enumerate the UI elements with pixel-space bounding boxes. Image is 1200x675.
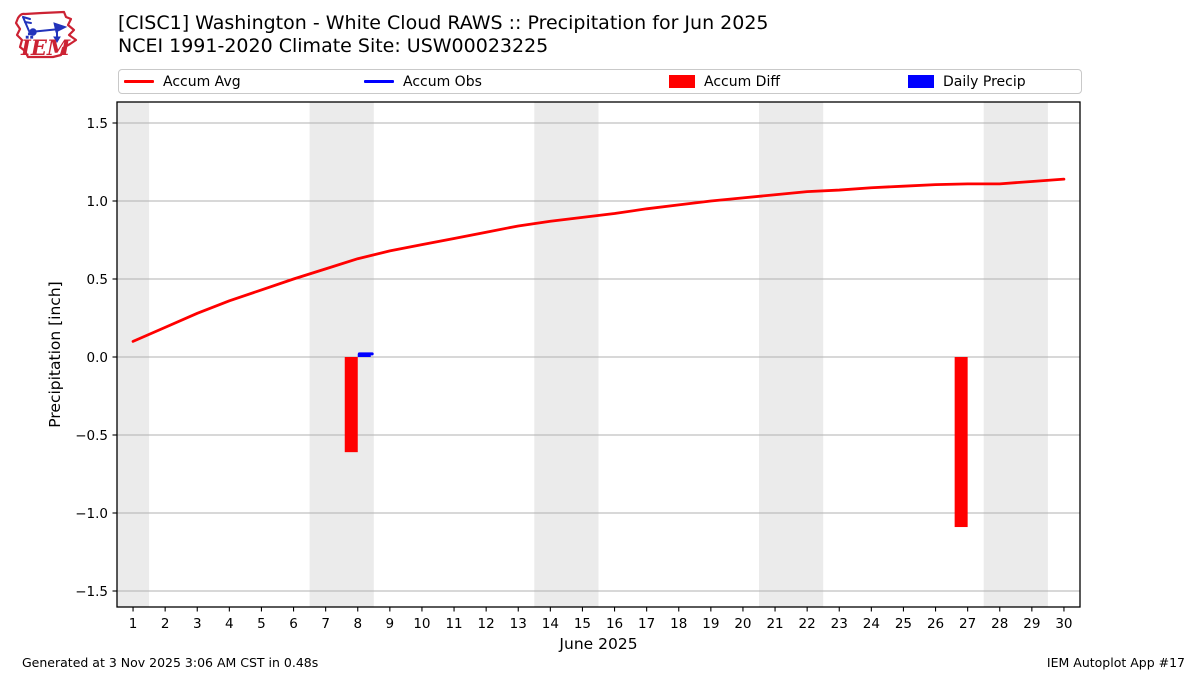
page-title: [CISC1] Washington - White Cloud RAWS ::…: [118, 12, 769, 34]
legend-label: Accum Avg: [163, 73, 241, 90]
accum-avg-line: [131, 177, 1066, 343]
weekend-band: [534, 102, 599, 607]
x-tick-label: 9: [386, 616, 395, 632]
x-tick-label: 23: [831, 616, 848, 632]
y-tick-label: 0.5: [87, 272, 108, 288]
accum-diff-bar: [344, 357, 358, 453]
x-tick-label: 6: [289, 616, 298, 632]
weekend-band: [117, 102, 150, 607]
x-tick-label: 5: [257, 616, 266, 632]
accum-obs-line-swatch-icon: [364, 80, 394, 83]
legend-item-accum-avg: Accum Avg: [124, 70, 241, 93]
iem-logo: IEM: [14, 10, 78, 60]
accum-diff-patch-swatch-icon: [669, 75, 695, 88]
weather-vane-icon: [22, 16, 68, 43]
page-subtitle: NCEI 1991-2020 Climate Site: USW00023225: [118, 35, 549, 57]
x-tick-label: 24: [863, 616, 880, 632]
x-tick-label: 29: [1023, 616, 1040, 632]
accum-avg-line-swatch-icon: [124, 80, 154, 83]
x-tick-label: 19: [702, 616, 719, 632]
x-tick-label: 17: [638, 616, 655, 632]
x-tick-label: 22: [799, 616, 816, 632]
weekend-band: [759, 102, 824, 607]
x-tick-label: 28: [991, 616, 1008, 632]
y-tick-label: 1.5: [87, 116, 108, 132]
y-tick-label: 1.0: [87, 194, 108, 210]
legend-item-daily-precip: Daily Precip: [908, 70, 1026, 93]
y-tick-label: −1.0: [75, 506, 108, 522]
generated-timestamp: Generated at 3 Nov 2025 3:06 AM CST in 0…: [22, 655, 319, 670]
x-tick-label: 8: [353, 616, 362, 632]
x-tick-label: 12: [478, 616, 495, 632]
app-credit: IEM Autoplot App #17: [1046, 655, 1185, 670]
daily-precip-patch-swatch-icon: [908, 75, 934, 88]
y-axis-label: Precipitation [inch]: [46, 281, 64, 427]
y-tick-label: −0.5: [75, 428, 108, 444]
x-tick-label: 10: [413, 616, 430, 632]
x-tick-label: 2: [161, 616, 170, 632]
x-axis-label: June 2025: [558, 635, 637, 653]
iem-logo-text: IEM: [20, 35, 71, 60]
x-tick-label: 4: [225, 616, 234, 632]
legend-item-accum-obs: Accum Obs: [364, 70, 482, 93]
x-tick-label: 20: [734, 616, 751, 632]
x-tick-label: 25: [895, 616, 912, 632]
x-tick-label: 7: [321, 616, 330, 632]
legend-item-accum-diff: Accum Diff: [669, 70, 780, 93]
x-tick-label: 11: [445, 616, 462, 632]
title-block: [CISC1] Washington - White Cloud RAWS ::…: [118, 12, 769, 58]
x-tick-label: 15: [574, 616, 591, 632]
legend-label: Daily Precip: [943, 73, 1026, 90]
x-tick-label: 13: [510, 616, 527, 632]
x-tick-label: 1: [129, 616, 138, 632]
x-tick-label: 18: [670, 616, 687, 632]
x-tick-label: 3: [193, 616, 202, 632]
legend-label: Accum Obs: [403, 73, 482, 90]
weekend-band: [983, 102, 1048, 607]
x-tick-label: 26: [927, 616, 944, 632]
x-tick-label: 30: [1055, 616, 1072, 632]
chart-legend: Accum Avg Accum Obs Accum Diff Daily Pre…: [118, 69, 1082, 94]
x-tick-label: 16: [606, 616, 623, 632]
x-tick-label: 27: [959, 616, 976, 632]
x-tick-label: 14: [542, 616, 559, 632]
y-tick-label: −1.5: [75, 584, 108, 600]
plot-border: [116, 101, 1081, 608]
y-tick-label: 0.0: [87, 350, 108, 366]
x-tick-label: 21: [766, 616, 783, 632]
accum-diff-bar: [954, 357, 968, 528]
daily-precip-bar: [357, 353, 371, 357]
legend-label: Accum Diff: [704, 73, 781, 90]
